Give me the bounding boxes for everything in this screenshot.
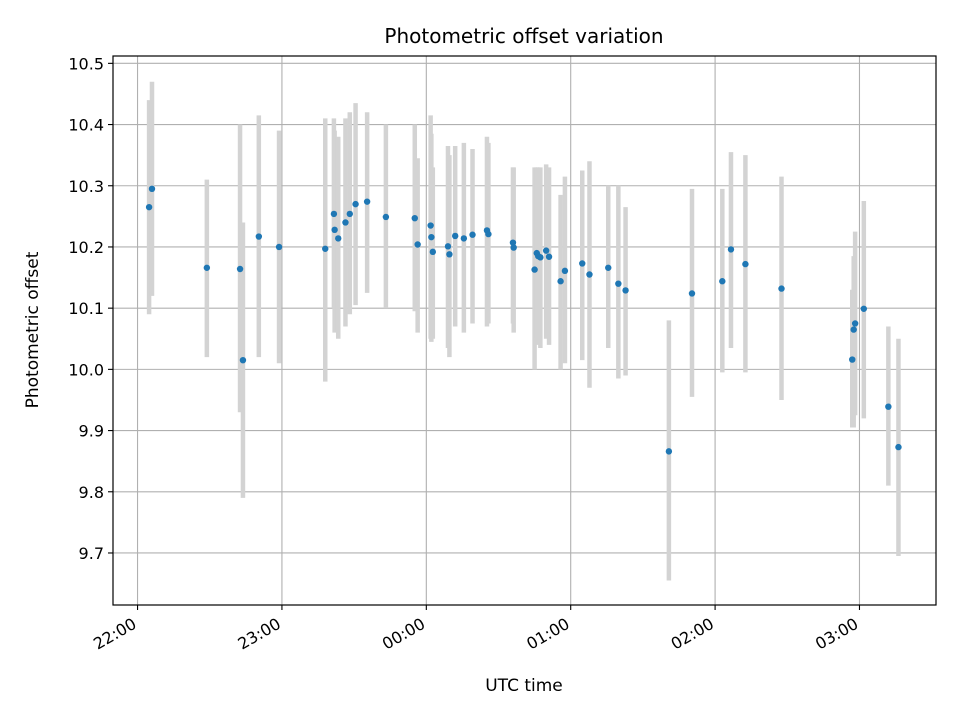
y-axis: 9.7 9.8 9.9 10.0 10.1 10.2 10.3 10.4 10.5 (68, 54, 113, 563)
grid (113, 56, 936, 605)
chart-title: Photometric offset variation (384, 24, 663, 48)
data-point (236, 265, 244, 273)
data-point (561, 267, 569, 275)
data-point (322, 245, 329, 252)
y-tick-label: 10.1 (68, 299, 104, 318)
data-point (346, 210, 353, 218)
data-point (531, 266, 538, 273)
data-point (255, 233, 263, 240)
data-point (485, 230, 492, 238)
data-point (275, 243, 283, 251)
data-point (542, 247, 550, 254)
data-point (363, 198, 371, 205)
data-point (719, 278, 726, 285)
y-tick-label: 9.9 (79, 422, 104, 441)
data-point (460, 235, 468, 242)
data-point (382, 213, 390, 221)
y-axis-label: Photometric offset (23, 251, 43, 408)
data-point (778, 285, 785, 292)
plot-area (112, 55, 937, 606)
data-point (429, 248, 437, 256)
data-point (451, 232, 459, 240)
y-tick-label: 10.5 (68, 54, 104, 73)
data-point (688, 290, 696, 297)
plot-background (113, 56, 936, 605)
plot-frame (112, 55, 937, 606)
y-tick-label: 10.3 (68, 177, 104, 196)
data-point (414, 241, 421, 248)
data-point (557, 278, 564, 285)
data-points (145, 185, 902, 455)
data-point (330, 210, 338, 218)
data-point (239, 356, 247, 364)
data-point (579, 260, 586, 267)
data-point (469, 231, 476, 238)
data-point (849, 356, 856, 363)
data-point (444, 243, 452, 250)
data-point (411, 214, 418, 222)
data-point (727, 246, 735, 253)
data-point (428, 233, 435, 241)
y-tick-label: 10.0 (68, 360, 104, 379)
data-point (615, 280, 622, 287)
data-point (665, 448, 673, 455)
data-point (509, 239, 517, 246)
y-tick-label: 10.4 (68, 116, 104, 135)
data-point (895, 443, 902, 451)
data-point (335, 235, 342, 242)
data-point (885, 403, 892, 410)
data-point (742, 260, 749, 268)
data-point (342, 219, 349, 226)
data-point (605, 264, 612, 271)
data-point (510, 244, 517, 251)
data-point (331, 226, 338, 234)
data-point (537, 254, 544, 261)
data-point (145, 203, 153, 211)
x-axis-label: UTC time (485, 676, 563, 696)
y-tick-label: 9.7 (79, 544, 104, 563)
data-point (622, 287, 629, 294)
data-point (850, 326, 857, 333)
data-point (851, 320, 859, 327)
data-point (545, 253, 553, 260)
y-tick-label: 9.8 (79, 483, 104, 502)
data-point (446, 251, 453, 258)
data-point (586, 271, 593, 278)
data-point (148, 185, 156, 193)
data-point (203, 264, 211, 271)
data-point (860, 305, 868, 312)
data-point (352, 200, 359, 208)
data-point (427, 222, 434, 229)
y-tick-label: 10.2 (68, 238, 104, 257)
